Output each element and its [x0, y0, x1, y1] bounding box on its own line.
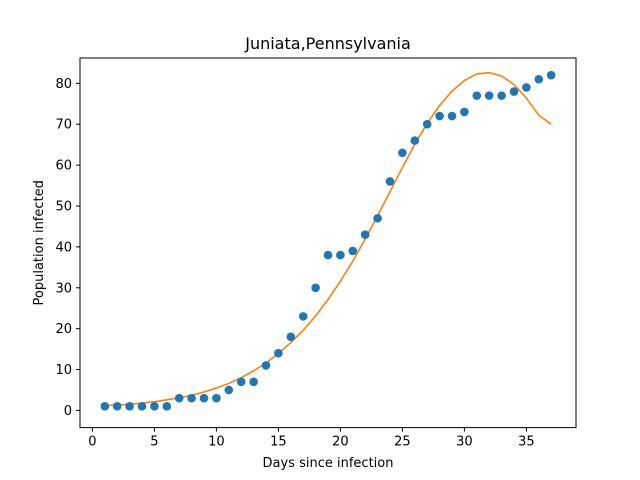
data-point	[435, 111, 444, 121]
x-tick-label: 0	[88, 435, 96, 450]
y-axis: 0 10 20 30 40 50 60 70 80	[55, 77, 80, 419]
data-point	[236, 377, 246, 387]
data-point	[509, 87, 519, 96]
data-point	[447, 111, 457, 121]
data-point	[484, 91, 494, 100]
y-tick-label: 10	[55, 363, 72, 378]
data-point	[100, 402, 110, 411]
data-point	[472, 91, 482, 100]
x-tick-label: 35	[518, 435, 535, 450]
data-point	[323, 250, 333, 260]
x-tick-label: 30	[456, 435, 473, 450]
x-axis: 0 5 10 15 20 25 30 35	[88, 427, 535, 450]
x-tick-label: 5	[150, 435, 158, 450]
y-tick-label: 50	[55, 200, 72, 215]
data-point	[460, 107, 469, 117]
axes-frame	[79, 57, 577, 429]
data-point	[398, 148, 407, 158]
data-point	[125, 402, 134, 411]
chart-title: Juniata,Pennsylvania	[244, 34, 411, 53]
data-point	[174, 393, 184, 403]
data-point	[298, 312, 308, 321]
y-tick-label: 70	[55, 118, 72, 133]
data-point	[385, 177, 395, 186]
data-point	[311, 283, 320, 293]
data-point	[373, 213, 382, 223]
data-point	[224, 385, 234, 395]
x-axis-label: Days since infection	[263, 456, 394, 471]
data-point	[112, 402, 122, 411]
data-point	[199, 393, 209, 403]
data-point	[137, 402, 147, 411]
data-point	[274, 348, 283, 358]
x-tick-label: 25	[394, 435, 411, 450]
data-point	[150, 402, 159, 411]
data-point	[422, 119, 432, 129]
y-tick-label: 40	[55, 240, 72, 255]
x-tick-label: 20	[332, 435, 349, 450]
data-point	[249, 377, 258, 387]
data-point	[360, 230, 370, 239]
data-point	[522, 83, 531, 92]
y-axis-label: Population infected	[32, 180, 47, 305]
y-tick-label: 0	[64, 404, 72, 419]
data-point	[348, 246, 358, 256]
plot-area	[100, 70, 556, 411]
x-tick-label: 10	[208, 435, 225, 450]
data-point	[286, 332, 296, 342]
data-point	[497, 91, 506, 100]
y-tick-label: 60	[55, 159, 72, 174]
data-point	[261, 361, 271, 370]
y-tick-label: 20	[55, 322, 72, 337]
data-point	[187, 393, 196, 403]
data-point	[162, 402, 172, 411]
y-tick-label: 30	[55, 281, 72, 296]
y-tick-label: 80	[55, 77, 72, 92]
data-point	[410, 136, 420, 145]
x-tick-label: 15	[270, 435, 287, 450]
data-point	[336, 250, 345, 260]
data-point	[546, 70, 556, 80]
data-point	[212, 393, 221, 403]
data-point	[534, 74, 544, 84]
